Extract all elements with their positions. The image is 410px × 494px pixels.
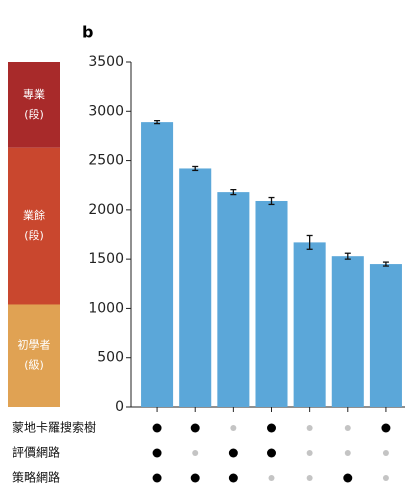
component-label: 蒙地卡羅搜索樹: [12, 420, 96, 435]
used-dot: [152, 448, 162, 458]
used-dot: [343, 473, 353, 483]
y-tick-label: 2000: [88, 202, 124, 218]
level-band: [8, 304, 60, 407]
bar: [255, 200, 288, 407]
unused-dot: [230, 425, 237, 431]
used-dot: [381, 423, 391, 433]
bar: [141, 122, 174, 407]
used-dot: [228, 473, 238, 483]
unused-dot: [268, 475, 275, 481]
band-label: (級): [24, 359, 44, 372]
used-dot: [152, 473, 162, 483]
unused-dot: [306, 450, 313, 456]
panel-label: b: [82, 23, 93, 42]
y-tick-label: 500: [97, 350, 124, 366]
y-tick-label: 0: [115, 399, 124, 415]
bar: [217, 192, 250, 407]
y-tick-label: 3000: [88, 103, 124, 119]
level-band: [8, 147, 60, 305]
bar: [293, 242, 326, 407]
band-label: (段): [24, 228, 44, 242]
unused-dot: [382, 475, 389, 481]
bar: [369, 264, 402, 407]
band-label: 初學者: [18, 338, 51, 352]
used-dot: [267, 448, 276, 458]
component-label: 策略網路: [12, 470, 60, 485]
used-dot: [267, 423, 276, 433]
unused-dot: [306, 425, 313, 431]
unused-dot: [382, 450, 389, 456]
bar: [179, 168, 212, 407]
unused-dot: [344, 450, 351, 456]
used-dot: [152, 423, 162, 433]
band-label: 專業: [23, 88, 45, 101]
band-label: (段): [24, 107, 44, 121]
y-tick-label: 2500: [88, 153, 124, 169]
used-dot: [190, 423, 200, 433]
band-label: 業餘: [23, 208, 45, 222]
bar: [331, 256, 364, 407]
y-tick-label: 1500: [88, 251, 124, 267]
unused-dot: [344, 425, 351, 431]
y-tick-label: 1000: [88, 300, 124, 316]
level-band: [8, 62, 60, 148]
unused-dot: [306, 475, 313, 481]
unused-dot: [192, 450, 199, 456]
used-dot: [190, 473, 200, 483]
y-tick-label: 3500: [88, 54, 124, 70]
used-dot: [228, 448, 238, 458]
component-label: 評價網路: [12, 445, 60, 460]
